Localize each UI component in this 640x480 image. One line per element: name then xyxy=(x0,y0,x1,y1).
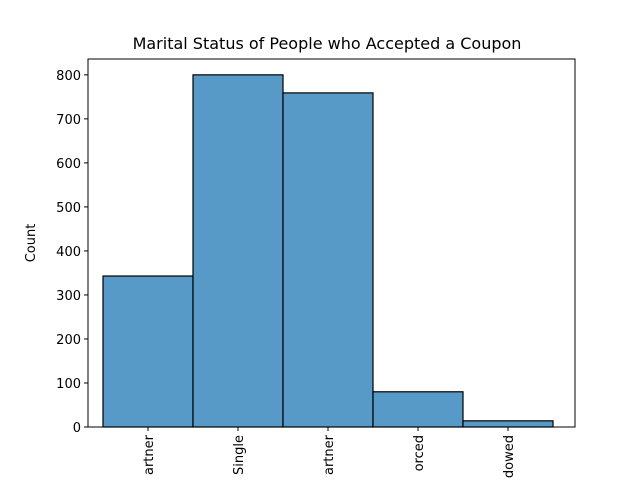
bar xyxy=(462,420,554,428)
x-tick-label: artner xyxy=(322,434,337,475)
plot-frame xyxy=(87,58,576,428)
y-tick-label: 600 xyxy=(56,157,81,172)
y-tick-label: 700 xyxy=(56,113,81,128)
y-tick-label: 200 xyxy=(56,333,81,348)
bar xyxy=(282,92,374,428)
bar xyxy=(372,391,464,428)
bar xyxy=(102,275,194,428)
y-tick-label: 300 xyxy=(56,289,81,304)
y-tick-label: 400 xyxy=(56,245,81,260)
bar xyxy=(192,74,284,428)
x-tick-label: Single xyxy=(232,435,247,475)
y-tick-label: 100 xyxy=(56,377,81,392)
y-tick-label: 800 xyxy=(56,69,81,84)
y-tick-label: 0 xyxy=(73,421,81,436)
x-tick-label: dowed xyxy=(502,435,517,478)
chart-title: Marital Status of People who Accepted a … xyxy=(133,34,522,53)
x-tick-label: orced xyxy=(412,435,427,471)
y-axis-label: Count xyxy=(24,224,39,263)
y-tick-label: 500 xyxy=(56,201,81,216)
x-tick-label: artner xyxy=(142,434,157,475)
